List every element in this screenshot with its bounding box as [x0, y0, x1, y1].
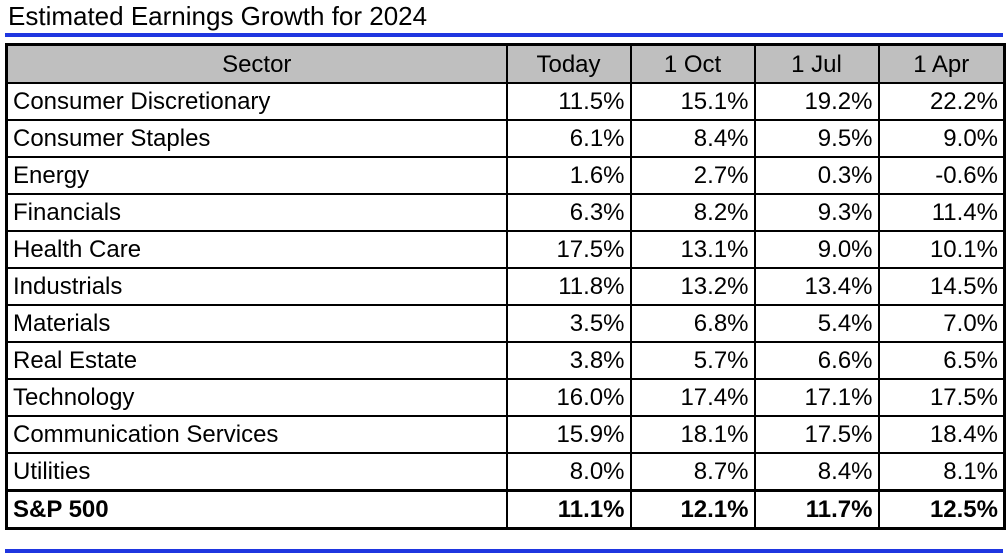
value-cell: 8.0% [505, 452, 632, 492]
bottom-rule [5, 549, 1003, 553]
value-cell: -0.6% [877, 156, 1006, 195]
table-row: Health Care 17.5% 13.1% 9.0% 10.1% [5, 230, 1006, 269]
value-cell: 11.4% [877, 193, 1006, 232]
value-cell: 18.1% [629, 415, 756, 454]
sector-name-cell: Health Care [5, 230, 508, 269]
value-cell: 9.0% [753, 230, 880, 269]
col-header-1-apr: 1 Apr [877, 43, 1006, 84]
top-rule [5, 33, 1003, 37]
table-body: Consumer Discretionary 11.5% 15.1% 19.2% 22.… [5, 82, 1006, 530]
value-cell: 18.4% [877, 415, 1006, 454]
table-row: Utilities 8.0% 8.7% 8.4% 8.1% [5, 452, 1006, 492]
table-row: Consumer Discretionary 11.5% 15.1% 19.2% 22.… [5, 82, 1006, 121]
value-cell: 8.1% [877, 452, 1006, 492]
value-cell: 10.1% [877, 230, 1006, 269]
value-cell: 8.7% [629, 452, 756, 492]
value-cell: 3.5% [505, 304, 632, 343]
earnings-table: Sector Today 1 Oct 1 Jul 1 Apr Consumer … [5, 43, 1006, 530]
value-cell: 11.8% [505, 267, 632, 306]
value-cell: 17.5% [505, 230, 632, 269]
table-row: Real Estate 3.8% 5.7% 6.6% 6.5% [5, 341, 1006, 380]
sector-name-cell: Financials [5, 193, 508, 232]
value-cell: 11.1% [505, 489, 632, 530]
value-cell: 11.5% [505, 82, 632, 121]
table-row: Consumer Staples 6.1% 8.4% 9.5% 9.0% [5, 119, 1006, 158]
table-row: Technology 16.0% 17.4% 17.1% 17.5% [5, 378, 1006, 417]
table-row: Industrials 11.8% 13.2% 13.4% 14.5% [5, 267, 1006, 306]
value-cell: 13.4% [753, 267, 880, 306]
sector-name-cell: Communication Services [5, 415, 508, 454]
sector-name-cell: Consumer Staples [5, 119, 508, 158]
col-header-today: Today [505, 43, 632, 84]
value-cell: 8.2% [629, 193, 756, 232]
value-cell: 7.0% [877, 304, 1006, 343]
value-cell: 8.4% [753, 452, 880, 492]
table-row: Financials 6.3% 8.2% 9.3% 11.4% [5, 193, 1006, 232]
value-cell: 17.1% [753, 378, 880, 417]
value-cell: 9.5% [753, 119, 880, 158]
value-cell: 17.4% [629, 378, 756, 417]
value-cell: 8.4% [629, 119, 756, 158]
value-cell: 15.9% [505, 415, 632, 454]
sector-name-cell: Technology [5, 378, 508, 417]
value-cell: 12.5% [877, 489, 1006, 530]
value-cell: 15.1% [629, 82, 756, 121]
value-cell: 14.5% [877, 267, 1006, 306]
value-cell: 16.0% [505, 378, 632, 417]
value-cell: 5.4% [753, 304, 880, 343]
sector-name-cell: Utilities [5, 452, 508, 492]
header-row: Sector Today 1 Oct 1 Jul 1 Apr [5, 43, 1006, 84]
sector-name-cell: Industrials [5, 267, 508, 306]
value-cell: 22.2% [877, 82, 1006, 121]
value-cell: 9.3% [753, 193, 880, 232]
value-cell: 17.5% [753, 415, 880, 454]
value-cell: 6.8% [629, 304, 756, 343]
col-header-1-oct: 1 Oct [629, 43, 756, 84]
value-cell: 6.5% [877, 341, 1006, 380]
value-cell: 5.7% [629, 341, 756, 380]
table-row: Communication Services 15.9% 18.1% 17.5% 18.… [5, 415, 1006, 454]
sector-name-cell: Materials [5, 304, 508, 343]
value-cell: 2.7% [629, 156, 756, 195]
col-header-sector: Sector [5, 43, 508, 84]
value-cell: 0.3% [753, 156, 880, 195]
value-cell: 6.3% [505, 193, 632, 232]
value-cell: 12.1% [629, 489, 756, 530]
value-cell: 3.8% [505, 341, 632, 380]
sector-name-cell: Energy [5, 156, 508, 195]
sector-name-cell: S&P 500 [5, 489, 508, 530]
total-row: S&P 500 11.1% 12.1% 11.7% 12.5% [5, 489, 1006, 530]
col-header-1-jul: 1 Jul [753, 43, 880, 84]
value-cell: 13.1% [629, 230, 756, 269]
sector-name-cell: Real Estate [5, 341, 508, 380]
value-cell: 17.5% [877, 378, 1006, 417]
value-cell: 19.2% [753, 82, 880, 121]
value-cell: 6.1% [505, 119, 632, 158]
sector-name-cell: Consumer Discretionary [5, 82, 508, 121]
value-cell: 13.2% [629, 267, 756, 306]
chart-title: Estimated Earnings Growth for 2024 [8, 1, 428, 31]
value-cell: 1.6% [505, 156, 632, 195]
table-row: Energy 1.6% 2.7% 0.3% -0.6% [5, 156, 1006, 195]
value-cell: 6.6% [753, 341, 880, 380]
table-row: Materials 3.5% 6.8% 5.4% 7.0% [5, 304, 1006, 343]
value-cell: 9.0% [877, 119, 1006, 158]
value-cell: 11.7% [753, 489, 880, 530]
